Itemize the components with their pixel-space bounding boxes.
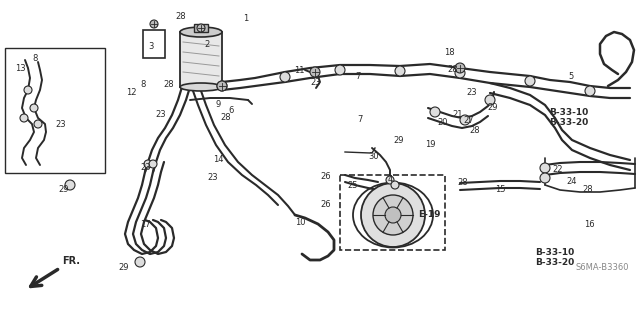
Bar — [180, 32, 222, 87]
Circle shape — [373, 195, 413, 235]
Text: 1: 1 — [243, 14, 248, 23]
Text: 30: 30 — [368, 152, 379, 161]
Text: 29: 29 — [58, 185, 68, 194]
Text: 28: 28 — [469, 126, 479, 135]
Text: 24: 24 — [566, 177, 577, 186]
Text: 17: 17 — [140, 220, 150, 229]
Circle shape — [540, 173, 550, 183]
Circle shape — [335, 65, 345, 75]
Text: 19: 19 — [425, 140, 435, 149]
Circle shape — [455, 68, 465, 78]
Text: 29: 29 — [487, 103, 497, 112]
Circle shape — [540, 163, 550, 173]
Circle shape — [430, 107, 440, 117]
Text: B-33-10: B-33-10 — [549, 108, 588, 117]
Text: 16: 16 — [584, 220, 595, 229]
Text: 26: 26 — [320, 200, 331, 209]
Circle shape — [385, 207, 401, 223]
Ellipse shape — [180, 27, 222, 37]
Circle shape — [361, 183, 425, 247]
Text: 21: 21 — [452, 110, 463, 119]
Text: FR.: FR. — [62, 256, 80, 266]
Text: 29: 29 — [118, 263, 129, 272]
Circle shape — [217, 81, 227, 91]
Circle shape — [150, 20, 158, 28]
Circle shape — [460, 115, 470, 125]
Circle shape — [30, 104, 38, 112]
Text: B-33-20: B-33-20 — [535, 258, 574, 267]
Text: 7: 7 — [355, 72, 360, 81]
Bar — [5, 48, 105, 173]
Circle shape — [485, 95, 495, 105]
Circle shape — [65, 180, 75, 190]
Text: 9: 9 — [215, 100, 220, 109]
Text: 28: 28 — [447, 65, 458, 74]
Text: 18: 18 — [444, 48, 454, 57]
Text: B-33-10: B-33-10 — [535, 248, 574, 257]
Text: 22: 22 — [552, 165, 563, 174]
Text: 23: 23 — [140, 163, 150, 172]
Text: 26: 26 — [320, 172, 331, 181]
Text: 2: 2 — [204, 40, 209, 49]
Bar — [143, 30, 165, 58]
Circle shape — [149, 160, 157, 168]
Text: 5: 5 — [568, 72, 573, 81]
Circle shape — [135, 257, 145, 267]
Circle shape — [525, 76, 535, 86]
Text: 13: 13 — [15, 64, 26, 73]
Text: 20: 20 — [437, 118, 447, 127]
Ellipse shape — [180, 83, 222, 91]
Text: 23: 23 — [55, 120, 66, 129]
Text: E-19: E-19 — [418, 210, 440, 219]
Circle shape — [455, 63, 465, 73]
Text: 11: 11 — [294, 66, 305, 75]
Text: 28: 28 — [175, 12, 186, 21]
Circle shape — [386, 176, 394, 184]
Text: 28: 28 — [163, 80, 173, 89]
Circle shape — [34, 120, 42, 128]
Circle shape — [197, 24, 205, 32]
Text: 4: 4 — [388, 175, 393, 184]
Circle shape — [20, 114, 28, 122]
Circle shape — [144, 160, 152, 168]
Text: S6MA-B3360: S6MA-B3360 — [575, 263, 628, 272]
Text: 23: 23 — [310, 78, 321, 87]
Text: 8: 8 — [32, 54, 37, 63]
Text: 28: 28 — [457, 178, 468, 187]
Circle shape — [395, 66, 405, 76]
Bar — [340, 175, 445, 250]
Text: 25: 25 — [347, 181, 358, 190]
Text: 3: 3 — [148, 42, 154, 51]
Text: 6: 6 — [228, 106, 234, 115]
Text: 10: 10 — [295, 218, 305, 227]
Bar — [194, 24, 208, 32]
Circle shape — [585, 86, 595, 96]
Circle shape — [217, 81, 227, 91]
Text: B-33-20: B-33-20 — [549, 118, 588, 127]
Text: 12: 12 — [126, 88, 136, 97]
Text: 23: 23 — [466, 88, 477, 97]
Text: 27: 27 — [463, 116, 474, 125]
Text: 28: 28 — [220, 113, 230, 122]
Text: 8: 8 — [140, 80, 145, 89]
Text: 28: 28 — [582, 185, 593, 194]
Circle shape — [391, 181, 399, 189]
Text: 29: 29 — [393, 136, 403, 145]
Text: 23: 23 — [155, 110, 166, 119]
Circle shape — [310, 67, 320, 77]
Text: 15: 15 — [495, 185, 506, 194]
Text: 7: 7 — [357, 115, 362, 124]
Circle shape — [280, 72, 290, 82]
Text: 23: 23 — [207, 173, 218, 182]
Circle shape — [24, 86, 32, 94]
Text: 14: 14 — [213, 155, 223, 164]
